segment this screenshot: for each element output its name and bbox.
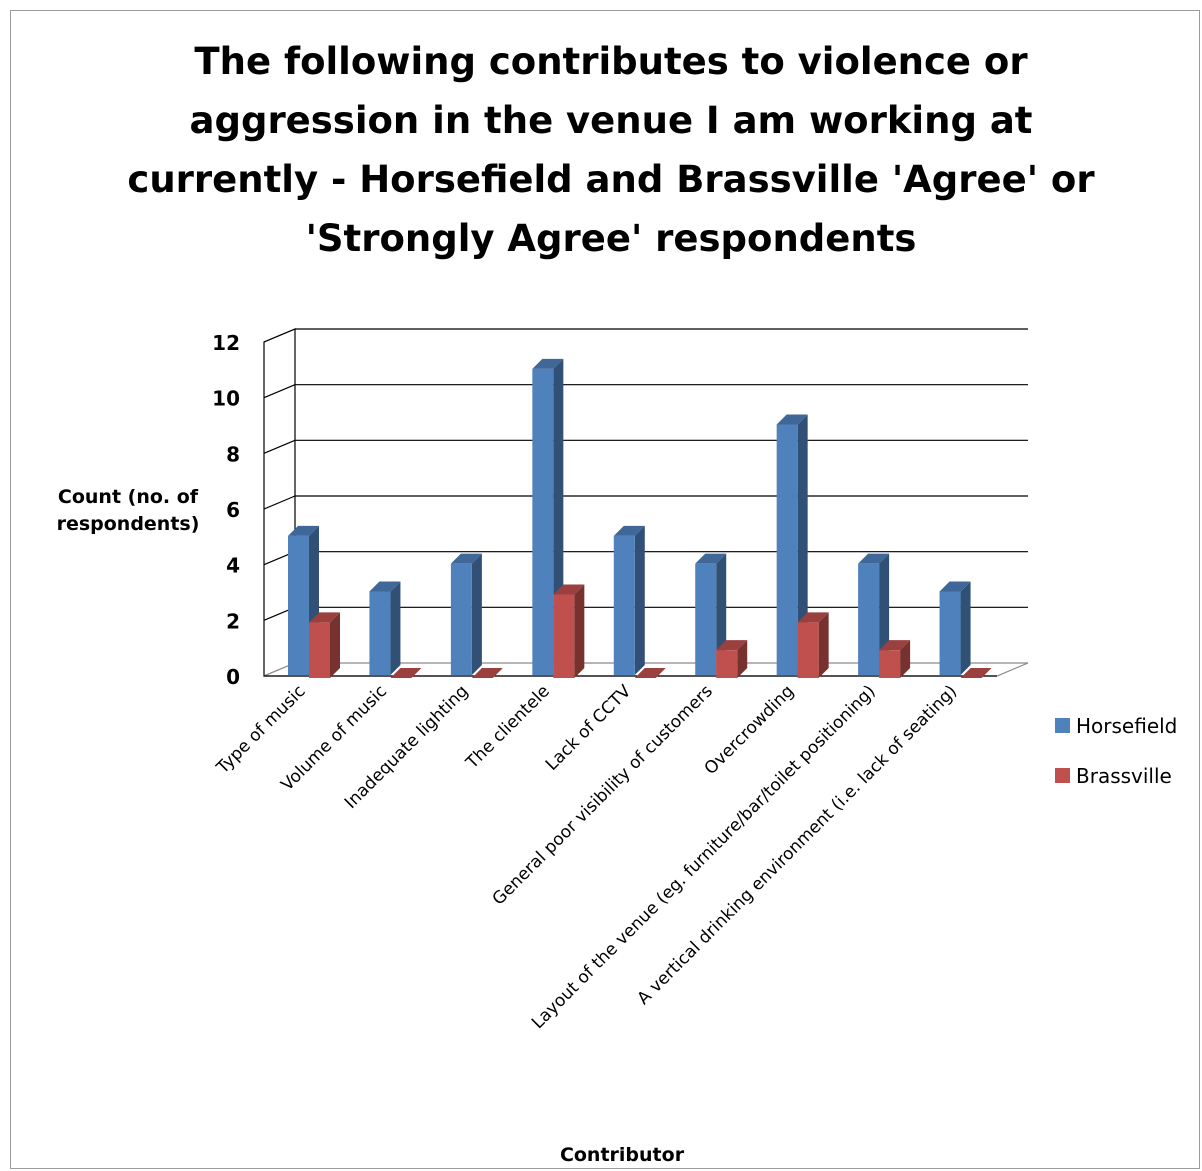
chart-title-line: aggression in the venue I am working at xyxy=(190,99,1033,142)
y-axis-title: Count (no. of respondents) xyxy=(57,486,200,535)
y-tick-label: 0 xyxy=(226,665,240,689)
y-tick-label: 10 xyxy=(212,387,240,411)
gridline-side xyxy=(263,495,296,510)
y-axis-title-line: respondents) xyxy=(57,513,200,535)
x-category-label: A vertical drinking environment (i.e. la… xyxy=(634,681,962,1009)
gridline-side xyxy=(263,439,296,454)
y-tick-labels: 0 2 4 6 8 10 12 xyxy=(212,331,240,689)
bar-brassville xyxy=(553,584,585,678)
chart-title-line: 'Strongly Agree' respondents xyxy=(306,217,917,260)
bar-brassville xyxy=(309,612,340,678)
bar-brassville xyxy=(471,668,503,678)
legend: Horsefield Brassville xyxy=(1055,714,1177,788)
x-category-label: The clientele xyxy=(462,681,554,773)
bar-horsefield xyxy=(939,581,971,675)
y-tick-label: 4 xyxy=(226,554,240,578)
bar-brassville xyxy=(390,668,422,678)
x-axis-title: Contributor xyxy=(560,1144,685,1166)
bar-horsefield xyxy=(613,525,645,675)
chart-title-line: currently - Horsefield and Brassville 'A… xyxy=(127,158,1095,201)
bar-horsefield xyxy=(776,414,808,675)
chart-title-line: The following contributes to violence or xyxy=(194,40,1028,83)
y-tick-label: 8 xyxy=(226,442,240,466)
x-category-label: Lack of CCTV xyxy=(542,681,636,775)
bar-brassville xyxy=(797,612,829,678)
y-tick-label: 2 xyxy=(226,609,240,633)
y-tick-label: 6 xyxy=(226,498,240,522)
y-axis-title-line: Count (no. of xyxy=(58,486,199,508)
bars xyxy=(288,358,992,678)
legend-label: Brassville xyxy=(1076,764,1172,788)
grid-lines xyxy=(263,328,1028,621)
bar-horsefield xyxy=(450,553,482,675)
gridline-side xyxy=(263,384,296,399)
bar-brassville xyxy=(716,640,748,678)
chart-frame xyxy=(10,10,1200,1169)
bar-brassville xyxy=(634,668,666,678)
bar-brassville xyxy=(960,668,992,678)
chart-title: The following contributes to violence or… xyxy=(127,40,1095,260)
legend-label: Horsefield xyxy=(1076,714,1177,738)
gridline-side xyxy=(263,328,296,343)
bar-horsefield xyxy=(369,581,401,675)
legend-swatch xyxy=(1055,718,1070,733)
bar-brassville xyxy=(879,640,911,678)
y-tick-label: 12 xyxy=(212,331,240,355)
legend-swatch xyxy=(1055,768,1070,783)
